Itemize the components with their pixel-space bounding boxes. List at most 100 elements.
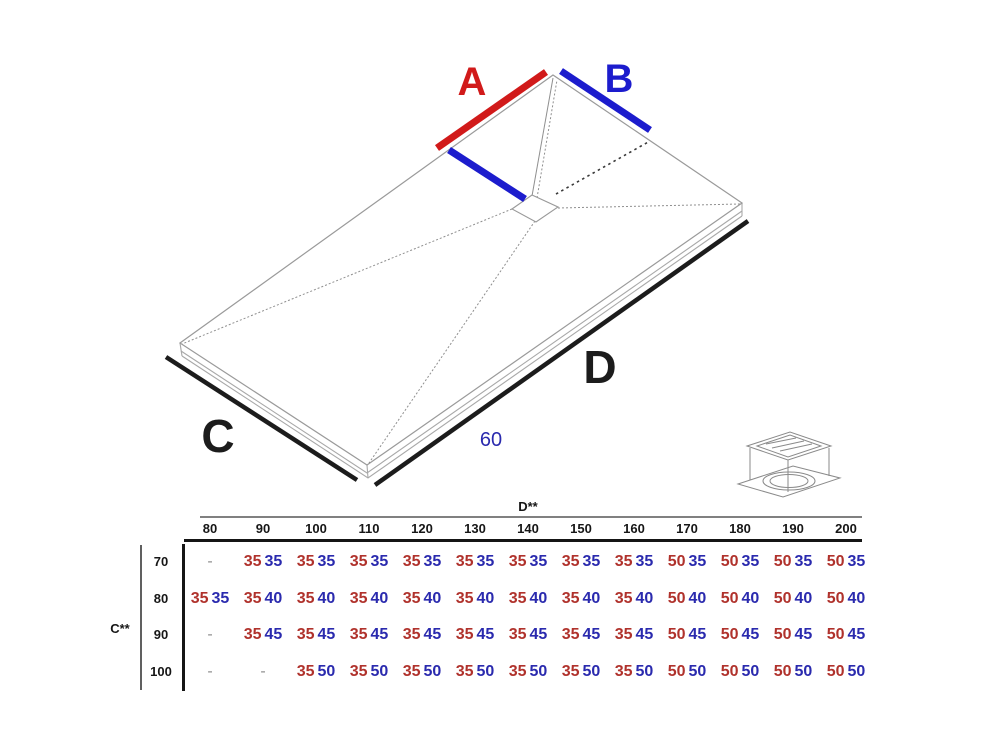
row-axis-label: C** [110, 621, 130, 636]
table-cell: 35 45 [555, 624, 607, 646]
col-header: 170 [676, 521, 698, 536]
value-b-blue: 40 [370, 590, 389, 607]
value-b-blue: 35 [847, 553, 866, 570]
measure-line-c [164, 355, 359, 482]
value-b-blue: 35 [317, 553, 336, 570]
col-header: 150 [570, 521, 592, 536]
table-cell: 35 35 [343, 551, 395, 573]
col-header: 120 [411, 521, 433, 536]
col-header: 130 [464, 521, 486, 536]
value-b-blue: 35 [529, 553, 548, 570]
col-header: 90 [255, 521, 271, 536]
table-left-rule [140, 545, 142, 690]
row-header: 100 [150, 664, 172, 679]
value-b-blue: 40 [741, 590, 760, 607]
label-b: B [605, 57, 634, 101]
table-cell: 35 40 [290, 588, 342, 610]
table-cell: 50 35 [767, 551, 819, 573]
col-header: 110 [358, 521, 380, 536]
row-header: 70 [153, 554, 169, 569]
value-b-blue: 35 [476, 553, 495, 570]
not-available-dash: - [207, 663, 213, 680]
value-a-red: 50 [667, 663, 686, 680]
measure-line-a [434, 69, 549, 151]
value-a-red: 35 [243, 626, 262, 643]
value-b-blue: 50 [317, 663, 336, 680]
table-cell: 50 50 [714, 661, 766, 683]
value-a-red: 50 [720, 590, 739, 607]
table-cell: 35 35 [290, 551, 342, 573]
value-b-blue: 50 [370, 663, 389, 680]
table-cell: 50 50 [767, 661, 819, 683]
value-a-red: 35 [508, 663, 527, 680]
value-b-blue: 35 [688, 553, 707, 570]
value-b-blue: 40 [794, 590, 813, 607]
value-a-red: 35 [349, 626, 368, 643]
table-cell: 35 45 [449, 624, 501, 646]
table-cell: 35 50 [502, 661, 554, 683]
table-cell: 35 40 [449, 588, 501, 610]
tray-base-edges [179, 203, 743, 479]
value-a-red: 50 [773, 553, 792, 570]
value-a-red: 35 [402, 553, 421, 570]
value-a-red: 35 [508, 590, 527, 607]
value-b-blue: 45 [264, 626, 283, 643]
table-cell: 35 50 [396, 661, 448, 683]
value-b-blue: 35 [370, 553, 389, 570]
value-b-blue: 35 [264, 553, 283, 570]
value-a-red: 35 [561, 663, 580, 680]
not-available-dash: - [207, 553, 213, 570]
value-b-blue: 35 [635, 553, 654, 570]
value-b-blue: 45 [529, 626, 548, 643]
value-b-blue: 45 [423, 626, 442, 643]
table-cell: 35 50 [608, 661, 660, 683]
value-b-blue: 40 [529, 590, 548, 607]
table-cell: 35 35 [449, 551, 501, 573]
dim-60-label: 60 [480, 429, 502, 451]
value-b-blue: 40 [476, 590, 495, 607]
table-cell: 50 45 [661, 624, 713, 646]
value-a-red: 35 [243, 590, 262, 607]
table-cell: - [184, 624, 236, 646]
not-available-dash: - [207, 626, 213, 643]
value-a-red: 35 [455, 553, 474, 570]
value-a-red: 35 [455, 626, 474, 643]
value-a-red: 35 [561, 626, 580, 643]
value-a-red: 50 [826, 553, 845, 570]
col-header: 160 [623, 521, 645, 536]
value-a-red: 35 [614, 590, 633, 607]
table-cell: 50 45 [767, 624, 819, 646]
value-a-red: 35 [508, 553, 527, 570]
table-cell: 50 40 [820, 588, 872, 610]
value-b-blue: 40 [635, 590, 654, 607]
value-b-blue: 45 [635, 626, 654, 643]
value-a-red: 35 [455, 590, 474, 607]
value-a-red: 35 [349, 553, 368, 570]
table-top-rule [200, 516, 862, 518]
value-a-red: 50 [826, 663, 845, 680]
col-axis-label: D** [518, 499, 538, 514]
table-cell: 50 35 [820, 551, 872, 573]
value-b-blue: 50 [688, 663, 707, 680]
value-a-red: 35 [296, 590, 315, 607]
value-a-red: 50 [826, 590, 845, 607]
value-b-blue: 45 [317, 626, 336, 643]
value-b-blue: 50 [529, 663, 548, 680]
table-cell: 35 40 [608, 588, 660, 610]
value-a-red: 35 [296, 553, 315, 570]
table-cell: - [184, 551, 236, 573]
col-header: 180 [729, 521, 751, 536]
value-a-red: 35 [190, 590, 209, 607]
value-a-red: 35 [402, 590, 421, 607]
table-cell: 50 45 [714, 624, 766, 646]
measure-line-d [373, 219, 750, 487]
value-a-red: 50 [720, 626, 739, 643]
table-cell: 35 50 [290, 661, 342, 683]
table-cell: 35 40 [343, 588, 395, 610]
value-b-blue: 35 [423, 553, 442, 570]
table-header-rule [184, 539, 862, 542]
table-cell: 35 45 [608, 624, 660, 646]
value-a-red: 35 [508, 626, 527, 643]
